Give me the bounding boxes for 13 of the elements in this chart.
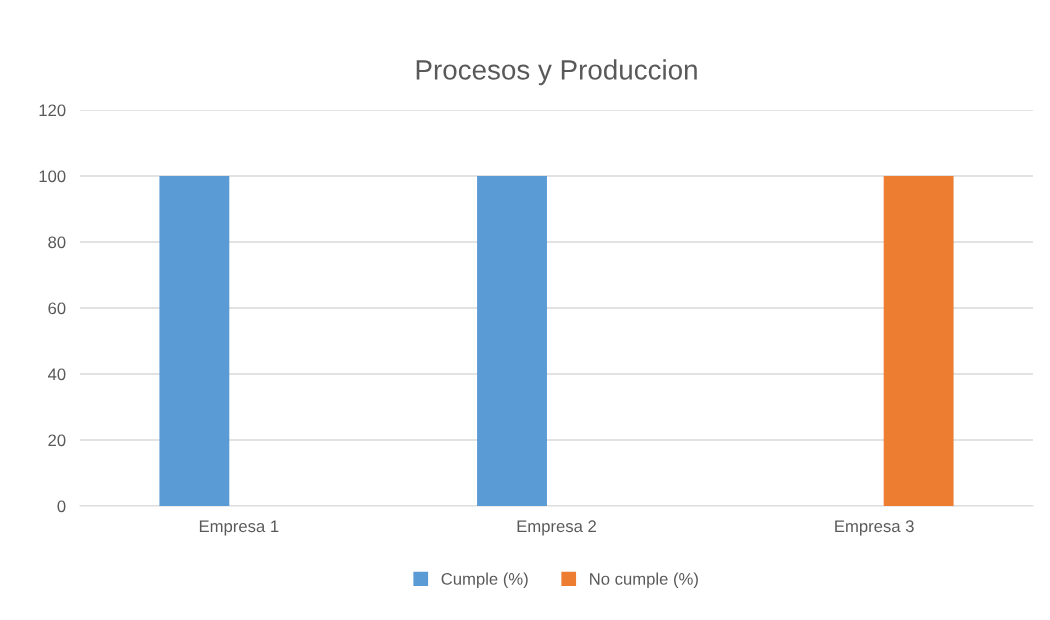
legend-label: No cumple (%): [590, 572, 698, 589]
y-tick-label: 40: [47, 368, 66, 381]
x-tick-label: Empresa 2: [517, 520, 596, 536]
y-tick-label: 100: [39, 170, 66, 183]
x-tick-label: Empresa 3: [835, 520, 914, 536]
y-tick-label: 0: [57, 500, 66, 513]
legend-label: Cumple (%): [441, 572, 528, 589]
y-tick-label: 120: [39, 104, 66, 117]
chart-title: Procesos y Produccion: [416, 59, 697, 86]
y-tick-label: 80: [48, 236, 66, 249]
x-tick-label: Empresa 1: [199, 520, 279, 536]
y-tick-label: 20: [48, 434, 66, 447]
y-tick-label: 60: [48, 302, 66, 315]
